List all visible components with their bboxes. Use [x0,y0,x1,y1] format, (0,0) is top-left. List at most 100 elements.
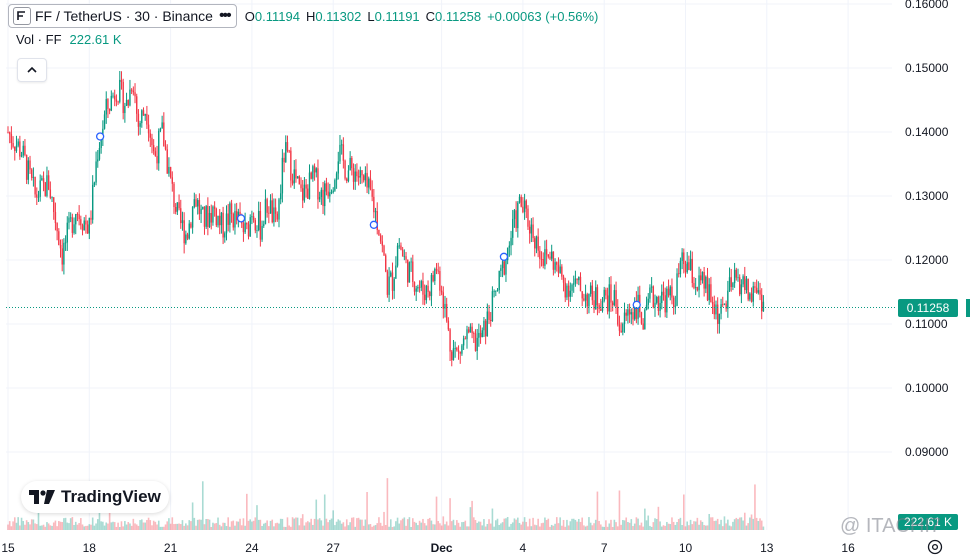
candle-body [59,245,62,249]
volume-bar [295,517,297,530]
candle-body [373,196,375,213]
candle-body [320,189,323,198]
volume-bar [325,518,328,530]
event-marker[interactable] [369,220,379,229]
candle-body [317,168,319,200]
candle-body [73,224,75,233]
candle-body [706,276,709,301]
volume-bar [146,519,148,530]
candle-body [684,264,687,273]
volume-bar [530,526,533,530]
volume-bar [24,524,26,530]
candle-body [396,245,399,266]
volume-bar [401,518,404,530]
candle-body [36,194,38,198]
volume-bar [615,522,617,530]
more-horizontal-icon[interactable]: ••• [218,7,232,24]
volume-bar [713,520,716,530]
candle-body [742,276,744,285]
volume-bar [610,519,612,530]
volume-bar [528,518,531,530]
volume-bar [80,518,82,530]
candle-body [733,269,736,284]
candle-body [176,202,179,212]
volume-bar [212,522,214,530]
candle-body [488,311,490,320]
candle-body [239,211,241,217]
candle-body [447,320,450,330]
volume-bar [564,526,567,530]
candle-body [583,298,585,301]
volume-bar [576,521,578,530]
candle-body [539,250,541,259]
tradingview-logo[interactable]: TradingView [21,481,169,513]
volume-bar [508,526,511,530]
volume-bar [569,521,572,530]
volume-bar [427,518,429,530]
volume-bar [174,523,177,530]
event-marker[interactable] [236,214,246,223]
collapse-legend-button[interactable] [17,58,47,82]
volume-bar [27,522,30,530]
x-tick-label: 21 [164,541,178,555]
volume-bar [527,526,529,530]
volume-bar [286,517,289,530]
event-marker[interactable] [499,252,509,261]
event-marker[interactable] [95,132,105,141]
candle-body [188,223,190,239]
volume-bar [500,523,502,530]
volume-bar [262,523,265,530]
candle-body [434,268,436,282]
candle-body [76,214,79,215]
candle-body [459,351,461,354]
volume-bar [207,518,209,530]
volume-bar [359,519,362,530]
candle-body [329,192,331,197]
candle-body [361,170,363,176]
x-tick-label: 4 [520,541,527,555]
candle-body [586,294,588,307]
x-tick-label: 18 [83,541,97,555]
symbol-selector[interactable]: FF / TetherUS · 30 · Binance ••• [8,4,237,28]
price-axis-ticks: 0.16000 0.15000 0.14000 0.13000 0.12000 0.110… [905,0,949,459]
candle-body [342,144,345,161]
candle-body [54,212,57,224]
volume-bar [217,517,219,530]
event-marker[interactable] [632,300,641,309]
settings-gear-icon[interactable] [926,538,944,556]
candle-body [649,287,651,299]
volume-bar [269,520,272,530]
volume-bar [151,525,153,530]
ff-token-icon [13,7,31,25]
candle-body [633,301,636,320]
candle-body [149,133,151,138]
candle-body [737,277,739,279]
volume-bar [732,521,734,530]
volume-bar [716,518,719,530]
volume-bars [7,478,765,530]
volume-bar [735,517,738,530]
volume-bar [240,525,243,530]
candle-body [64,242,67,244]
candle-body [213,206,216,209]
volume-bar [96,519,99,530]
chevron-up-icon [27,66,37,73]
candle-body [244,222,246,233]
volume-bar [256,505,258,530]
candle-body [752,286,754,302]
volume-bar [544,517,546,530]
candle-body [86,224,89,234]
candle-body [700,275,702,281]
candle-body [246,222,248,225]
candle-body [715,304,717,315]
volume-bar [594,519,597,530]
candle-body [227,213,229,225]
volume-bar [659,521,661,530]
volume-bar [73,524,75,530]
candle-body [198,200,201,215]
candle-body [234,211,236,228]
volume-bar [349,522,351,530]
candle-body [312,166,314,179]
volume-bar [628,522,631,530]
